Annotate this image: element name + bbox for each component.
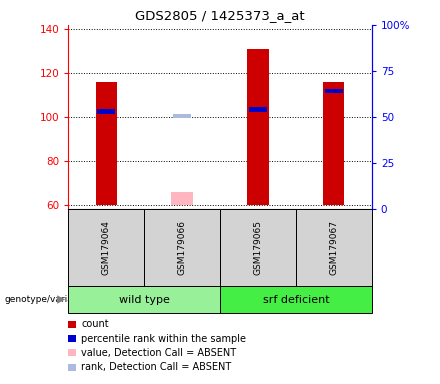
Bar xyxy=(95,82,117,205)
Text: GSM179065: GSM179065 xyxy=(253,220,262,275)
Bar xyxy=(172,192,193,205)
Bar xyxy=(249,107,267,112)
Text: percentile rank within the sample: percentile rank within the sample xyxy=(81,334,246,344)
Text: genotype/variation: genotype/variation xyxy=(4,295,91,304)
Text: GSM179067: GSM179067 xyxy=(330,220,338,275)
Text: srf deficient: srf deficient xyxy=(263,295,329,305)
Text: value, Detection Call = ABSENT: value, Detection Call = ABSENT xyxy=(81,348,237,358)
Text: wild type: wild type xyxy=(119,295,169,305)
Bar xyxy=(323,82,345,205)
Text: count: count xyxy=(81,319,109,329)
Title: GDS2805 / 1425373_a_at: GDS2805 / 1425373_a_at xyxy=(135,9,305,22)
Text: GSM179064: GSM179064 xyxy=(102,220,110,275)
Bar xyxy=(325,89,343,93)
Text: GSM179066: GSM179066 xyxy=(178,220,187,275)
Bar xyxy=(247,49,268,205)
Bar xyxy=(173,114,191,118)
Text: rank, Detection Call = ABSENT: rank, Detection Call = ABSENT xyxy=(81,362,231,372)
Bar xyxy=(97,109,115,114)
